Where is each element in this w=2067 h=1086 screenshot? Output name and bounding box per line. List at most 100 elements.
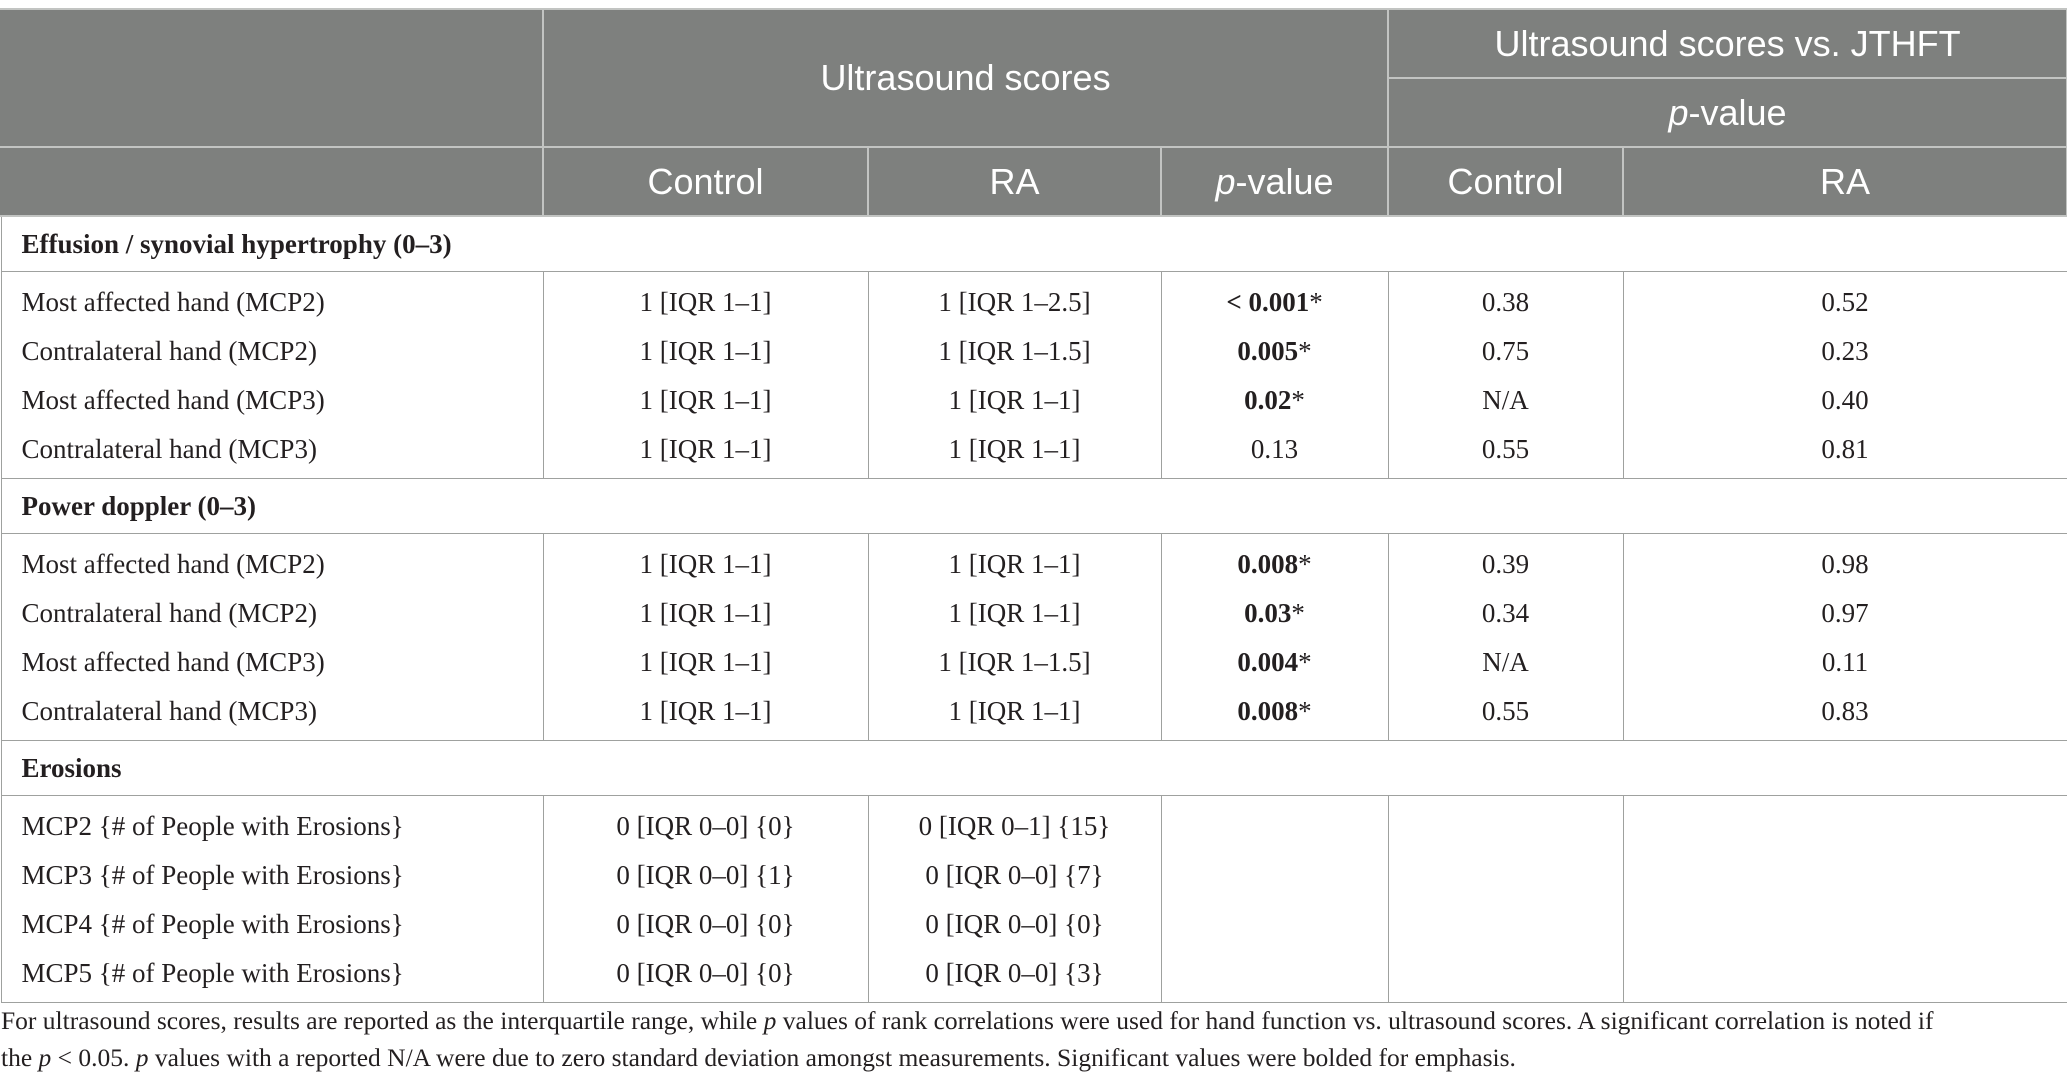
- cell-jthft-control: [1387, 795, 1624, 851]
- cell-control: 1 [IQR 1–1]: [542, 425, 869, 479]
- cell-ra: 1 [IQR 1–1.5]: [867, 327, 1162, 376]
- table-row: MCP3 {# of People with Erosions} 0 [IQR …: [0, 851, 2067, 900]
- cell-jthft-control: [1387, 900, 1624, 949]
- header-blank: [0, 8, 544, 148]
- cell-pvalue: [1160, 795, 1389, 851]
- cell-ra: 0 [IQR 0–1] {15}: [867, 795, 1162, 851]
- cell-ra: 0 [IQR 0–0] {7}: [867, 851, 1162, 900]
- cell-jthft-control: 0.38: [1387, 271, 1624, 327]
- header-jthft-ra: RA: [1622, 146, 2067, 217]
- sig-mark: *: [1291, 598, 1305, 628]
- cell-jthft-ra: 0.81: [1622, 425, 2067, 479]
- section-header: Erosions: [0, 740, 2067, 796]
- cell-control: 1 [IQR 1–1]: [542, 533, 869, 589]
- header-jthft-pvalue: p-value: [1387, 77, 2067, 148]
- section-title: Power doppler (0–3): [0, 478, 2067, 534]
- cell-ra: 1 [IQR 1–1]: [867, 687, 1162, 741]
- cell-jthft-control: 0.55: [1387, 425, 1624, 479]
- cell-jthft-ra: [1622, 851, 2067, 900]
- header-control: Control: [542, 146, 869, 217]
- sig-mark: *: [1298, 336, 1312, 366]
- cell-control: 0 [IQR 0–0] {0}: [542, 795, 869, 851]
- table-row: Most affected hand (MCP3) 1 [IQR 1–1] 1 …: [0, 638, 2067, 687]
- table-row: Most affected hand (MCP3) 1 [IQR 1–1] 1 …: [0, 376, 2067, 425]
- footnote-text: values with a reported N/A were due to z…: [148, 1043, 1516, 1072]
- cell-jthft-ra: 0.98: [1622, 533, 2067, 589]
- row-label: Most affected hand (MCP2): [0, 533, 544, 589]
- cell-pvalue: 0.008*: [1160, 687, 1389, 741]
- cell-pvalue: [1160, 900, 1389, 949]
- row-label: Contralateral hand (MCP3): [0, 425, 544, 479]
- pvalue-suffix: -value: [1235, 160, 1334, 202]
- cell-control: 0 [IQR 0–0] {1}: [542, 851, 869, 900]
- sig-mark: *: [1291, 385, 1305, 415]
- header-blank-2: [0, 146, 544, 217]
- cell-control: 1 [IQR 1–1]: [542, 638, 869, 687]
- cell-ra: 1 [IQR 1–1.5]: [867, 638, 1162, 687]
- cell-jthft-ra: 0.11: [1622, 638, 2067, 687]
- cell-jthft-ra: [1622, 795, 2067, 851]
- row-label: Contralateral hand (MCP3): [0, 687, 544, 741]
- cell-pvalue: [1160, 949, 1389, 1003]
- cell-jthft-ra: 0.97: [1622, 589, 2067, 638]
- cell-pvalue: 0.02*: [1160, 376, 1389, 425]
- footnote-text: For ultrasound scores, results are repor…: [1, 1006, 764, 1035]
- cell-control: 0 [IQR 0–0] {0}: [542, 900, 869, 949]
- cell-jthft-control: [1387, 949, 1624, 1003]
- cell-pvalue: 0.13: [1160, 425, 1389, 479]
- cell-ra: 1 [IQR 1–1]: [867, 533, 1162, 589]
- row-label: Most affected hand (MCP3): [0, 638, 544, 687]
- section-header: Power doppler (0–3): [0, 478, 2067, 534]
- cell-jthft-control: N/A: [1387, 376, 1624, 425]
- row-label: MCP2 {# of People with Erosions}: [0, 795, 544, 851]
- cell-control: 1 [IQR 1–1]: [542, 271, 869, 327]
- table-header: Ultrasound scores Ultrasound scores vs. …: [0, 8, 2067, 217]
- pvalue-bold: 0.005: [1237, 336, 1299, 366]
- cell-jthft-ra: [1622, 900, 2067, 949]
- pvalue-bold: 0.008: [1237, 696, 1299, 726]
- cell-jthft-ra: 0.52: [1622, 271, 2067, 327]
- pvalue-bold: 0.03: [1244, 598, 1292, 628]
- sig-mark: *: [1298, 647, 1312, 677]
- table-row: Contralateral hand (MCP3) 1 [IQR 1–1] 1 …: [0, 687, 2067, 741]
- section-header: Effusion / synovial hypertrophy (0–3): [0, 215, 2067, 272]
- sig-mark: *: [1309, 287, 1323, 317]
- pvalue-bold: 0.02: [1244, 385, 1292, 415]
- header-ultrasound-scores: Ultrasound scores: [541, 8, 1390, 148]
- p-letter: p: [1215, 160, 1236, 202]
- cell-jthft-ra: 0.40: [1622, 376, 2067, 425]
- cell-ra: 0 [IQR 0–0] {3}: [867, 949, 1162, 1003]
- row-label: MCP3 {# of People with Erosions}: [0, 851, 544, 900]
- footnote-text: the: [1, 1043, 39, 1072]
- cell-ra: 1 [IQR 1–2.5]: [867, 271, 1162, 327]
- cell-pvalue: < 0.001*: [1160, 271, 1389, 327]
- cell-control: 1 [IQR 1–1]: [542, 589, 869, 638]
- cell-jthft-control: 0.75: [1387, 327, 1624, 376]
- pvalue-bold: < 0.001: [1226, 287, 1310, 317]
- table-row: MCP4 {# of People with Erosions} 0 [IQR …: [0, 900, 2067, 949]
- pvalue-bold: 0.008: [1237, 549, 1299, 579]
- table-footnote: For ultrasound scores, results are repor…: [1, 1002, 2051, 1076]
- header-pvalue: p-value: [1159, 146, 1390, 217]
- table-row: Contralateral hand (MCP2) 1 [IQR 1–1] 1 …: [0, 327, 2067, 376]
- footnote-text: values of rank correlations were used fo…: [776, 1006, 1934, 1035]
- cell-jthft-control: [1387, 851, 1624, 900]
- row-label: Contralateral hand (MCP2): [0, 589, 544, 638]
- cell-control: 1 [IQR 1–1]: [542, 327, 869, 376]
- row-label: Most affected hand (MCP2): [0, 271, 544, 327]
- cell-pvalue: [1160, 851, 1389, 900]
- cell-jthft-control: N/A: [1387, 638, 1624, 687]
- cell-jthft-control: 0.34: [1387, 589, 1624, 638]
- cell-control: 0 [IQR 0–0] {0}: [542, 949, 869, 1003]
- cell-jthft-ra: 0.23: [1622, 327, 2067, 376]
- sig-mark: *: [1298, 696, 1312, 726]
- header-ultrasound-vs-jthft: Ultrasound scores vs. JTHFT: [1387, 8, 2067, 79]
- section-title: Effusion / synovial hypertrophy (0–3): [0, 215, 2067, 272]
- row-label: Most affected hand (MCP3): [0, 376, 544, 425]
- header-ra: RA: [867, 146, 1162, 217]
- cell-pvalue: 0.005*: [1160, 327, 1389, 376]
- table-row: MCP5 {# of People with Erosions} 0 [IQR …: [0, 949, 2067, 1003]
- pvalue-bold: 0.004: [1237, 647, 1299, 677]
- table-row: Contralateral hand (MCP2) 1 [IQR 1–1] 1 …: [0, 589, 2067, 638]
- results-table: Ultrasound scores Ultrasound scores vs. …: [0, 8, 2067, 1003]
